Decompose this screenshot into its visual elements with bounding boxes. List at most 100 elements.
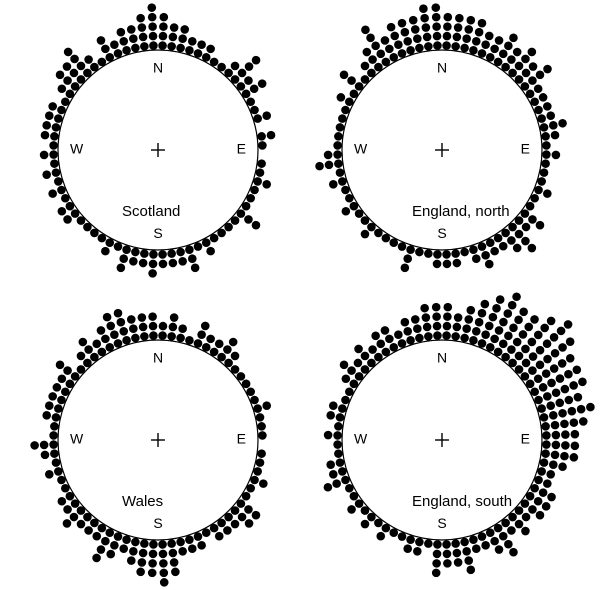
data-dot bbox=[389, 238, 398, 247]
data-dot bbox=[521, 55, 530, 64]
data-dot bbox=[122, 535, 131, 544]
compass-n: N bbox=[153, 59, 163, 75]
data-dot bbox=[519, 330, 528, 339]
data-dot bbox=[139, 259, 148, 268]
data-dot bbox=[522, 513, 531, 522]
data-dot bbox=[58, 207, 67, 216]
data-dot bbox=[50, 159, 59, 168]
data-dot bbox=[540, 413, 549, 422]
data-dot bbox=[345, 194, 354, 203]
data-dot bbox=[338, 467, 347, 476]
data-dot bbox=[326, 411, 335, 420]
data-dot bbox=[540, 168, 549, 177]
data-dot bbox=[92, 340, 101, 349]
data-dot bbox=[521, 345, 530, 354]
data-dot bbox=[376, 50, 385, 59]
data-dot bbox=[334, 422, 343, 431]
data-dot bbox=[499, 318, 508, 327]
data-dot bbox=[530, 97, 539, 106]
data-dot bbox=[77, 506, 86, 515]
data-dot bbox=[210, 524, 219, 533]
data-dot bbox=[382, 234, 391, 243]
data-dot bbox=[250, 186, 259, 195]
data-dot bbox=[159, 550, 168, 559]
data-dot bbox=[561, 385, 570, 394]
data-dot bbox=[521, 499, 530, 508]
data-dot bbox=[508, 513, 517, 522]
data-dot bbox=[398, 339, 407, 348]
data-dot bbox=[528, 76, 537, 85]
data-dot bbox=[336, 413, 345, 422]
compass-n: N bbox=[437, 349, 447, 365]
compass-e: E bbox=[237, 431, 246, 447]
data-dot bbox=[169, 323, 178, 332]
data-dot bbox=[451, 42, 460, 51]
data-dot bbox=[49, 141, 58, 150]
data-dot bbox=[469, 336, 478, 345]
data-dot bbox=[433, 260, 442, 269]
data-dot bbox=[334, 132, 343, 141]
data-dot bbox=[114, 49, 123, 58]
data-dot bbox=[433, 250, 442, 259]
data-dot bbox=[148, 569, 157, 578]
data-dot bbox=[138, 558, 147, 567]
data-dot bbox=[451, 249, 460, 258]
plot-title: Scotland bbox=[122, 203, 180, 220]
data-dot bbox=[534, 497, 543, 506]
data-dot bbox=[515, 62, 524, 71]
data-dot bbox=[329, 180, 338, 189]
data-dot bbox=[185, 245, 194, 254]
data-dot bbox=[501, 63, 510, 72]
data-dot bbox=[496, 295, 505, 304]
data-dot bbox=[114, 339, 123, 348]
data-dot bbox=[526, 202, 535, 211]
data-dot bbox=[217, 63, 226, 72]
data-dot bbox=[194, 242, 203, 251]
data-dot bbox=[529, 62, 538, 71]
data-dot bbox=[117, 263, 126, 272]
data-dot bbox=[557, 327, 566, 336]
data-dot bbox=[122, 245, 131, 254]
data-dot bbox=[61, 97, 70, 106]
rose-plot: NESWScotland bbox=[40, 3, 276, 277]
data-dot bbox=[550, 333, 559, 342]
data-dot bbox=[521, 527, 530, 536]
data-dot bbox=[543, 392, 552, 401]
data-dot bbox=[363, 48, 372, 57]
data-dot bbox=[84, 345, 93, 354]
data-dot bbox=[252, 56, 261, 65]
data-dot bbox=[433, 540, 442, 549]
data-dot bbox=[63, 519, 72, 528]
data-dot bbox=[257, 422, 266, 431]
data-dot bbox=[530, 387, 539, 396]
data-dot bbox=[495, 326, 504, 335]
data-dot bbox=[472, 544, 481, 553]
data-dot bbox=[54, 177, 63, 186]
data-dot bbox=[394, 330, 403, 339]
data-dot bbox=[341, 396, 350, 405]
data-dot bbox=[443, 260, 452, 269]
data-dot bbox=[526, 492, 535, 501]
data-dot bbox=[347, 505, 356, 514]
data-dot bbox=[242, 90, 251, 99]
data-dot bbox=[464, 25, 473, 34]
data-dot bbox=[119, 254, 128, 263]
data-dot bbox=[558, 462, 567, 471]
data-dot bbox=[361, 75, 370, 84]
data-dot bbox=[129, 34, 138, 43]
data-dot bbox=[185, 336, 194, 345]
data-dot bbox=[159, 22, 168, 31]
data-dot bbox=[454, 23, 463, 32]
data-dot bbox=[551, 421, 560, 430]
data-dot bbox=[541, 422, 550, 431]
data-dot bbox=[149, 331, 158, 340]
data-dot bbox=[432, 303, 441, 312]
data-dot bbox=[374, 63, 383, 72]
data-dot bbox=[507, 55, 516, 64]
data-dot bbox=[543, 479, 552, 488]
data-dot bbox=[549, 411, 558, 420]
data-dot bbox=[522, 69, 531, 78]
data-dot bbox=[579, 417, 588, 426]
data-dot bbox=[345, 97, 354, 106]
data-dot bbox=[340, 71, 349, 80]
